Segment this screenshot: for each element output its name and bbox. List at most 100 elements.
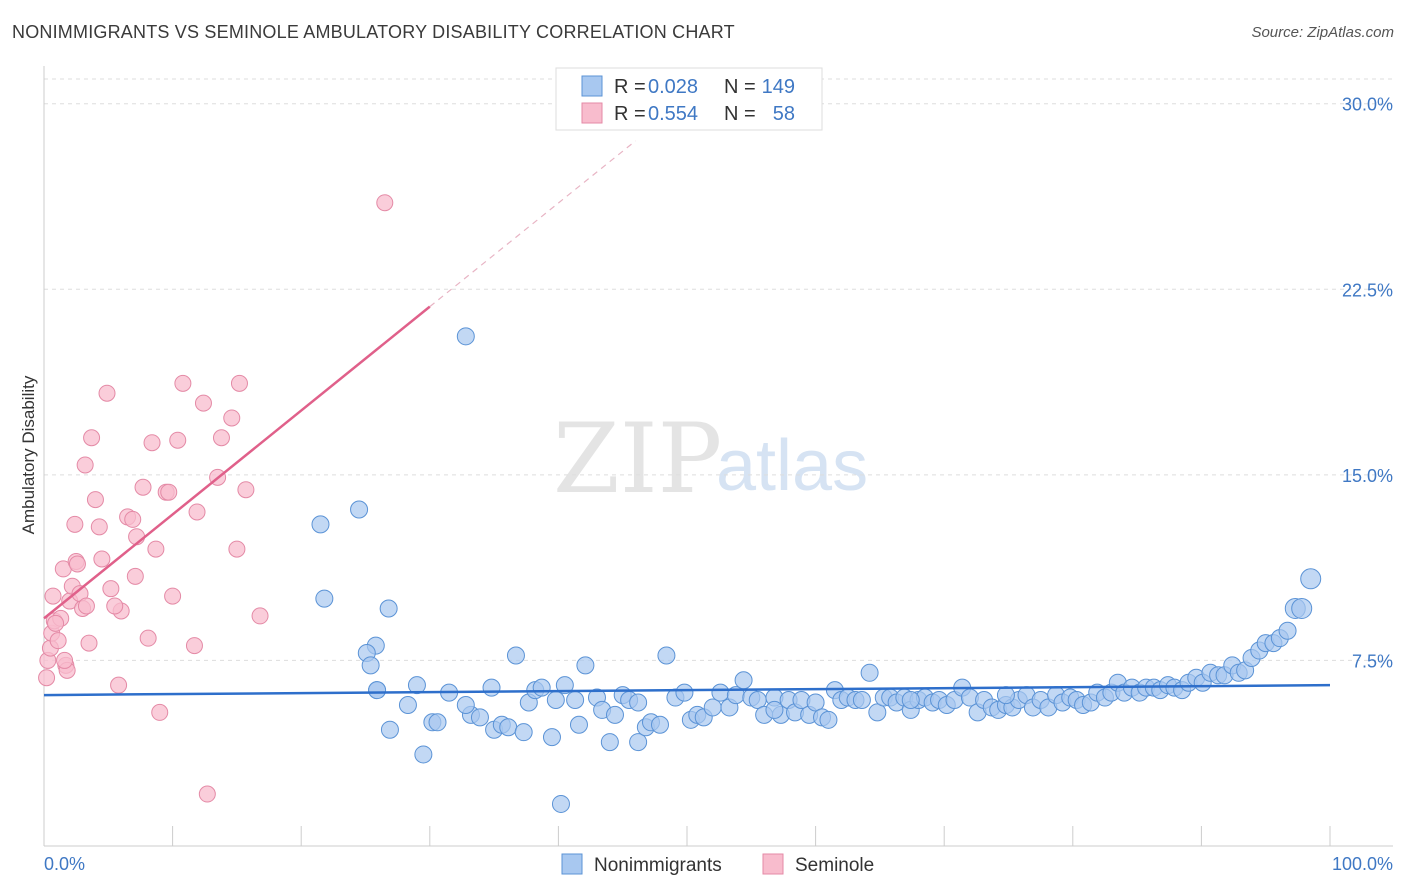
watermark: ZIP atlas bbox=[553, 403, 868, 515]
axes bbox=[43, 66, 1393, 847]
nonimmigrants-point-1 bbox=[350, 500, 369, 519]
nonimmigrants-point-17 bbox=[470, 708, 489, 727]
seminole-point-42 bbox=[194, 394, 212, 412]
trend-line-seminole-extension bbox=[429, 140, 636, 308]
nonimmigrants-point-9 bbox=[398, 695, 417, 714]
seminole-point-30 bbox=[134, 478, 152, 496]
nonimmigrants-point-63 bbox=[806, 693, 825, 712]
bottom-legend-swatch-seminole bbox=[762, 853, 784, 875]
nonimmigrants-point-8 bbox=[380, 720, 399, 739]
seminole-point-41 bbox=[188, 503, 206, 521]
nonimmigrants-point-25 bbox=[532, 678, 551, 697]
nonimmigrants-point-71 bbox=[860, 663, 879, 682]
nonimmigrants-point-0 bbox=[311, 515, 330, 534]
y-axis-title: Ambulatory Disability bbox=[19, 375, 38, 534]
watermark-zip: ZIP bbox=[553, 403, 722, 515]
trend-line-nonimmigrants bbox=[43, 683, 1331, 697]
seminole-point-56 bbox=[106, 597, 124, 615]
nonimmigrants-point-42 bbox=[650, 715, 669, 734]
legend-r-label-2: R = bbox=[614, 103, 646, 125]
y-tick-label-1: 15.0% bbox=[1342, 466, 1393, 486]
legend-n-label-1: N = bbox=[724, 76, 756, 98]
nonimmigrants-point-18 bbox=[482, 678, 501, 697]
x-tick-label-max: 100.0% bbox=[1332, 854, 1393, 874]
nonimmigrants-point-26 bbox=[542, 728, 561, 747]
nonimmigrants-point-39 bbox=[629, 733, 648, 752]
source-label: Source: ZipAtlas.com bbox=[1251, 24, 1394, 41]
bottom-legend-label-seminole: Seminole bbox=[795, 855, 874, 876]
seminole-point-25 bbox=[110, 676, 128, 694]
seminole-point-39 bbox=[174, 374, 192, 392]
nonimmigrants-point-133 bbox=[1300, 568, 1322, 590]
seminole-point-51 bbox=[376, 194, 394, 212]
seminole-point-45 bbox=[212, 429, 230, 447]
legend-r-label-1: R = bbox=[614, 76, 646, 98]
seminole-point-52 bbox=[47, 614, 65, 632]
seminole-point-22 bbox=[93, 550, 111, 568]
legend-swatch-seminole bbox=[581, 102, 603, 124]
seminole-point-53 bbox=[56, 651, 74, 669]
seminole-point-21 bbox=[90, 518, 108, 536]
seminole-point-46 bbox=[223, 409, 241, 427]
nonimmigrants-point-28 bbox=[551, 794, 570, 813]
nonimmigrants-point-22 bbox=[506, 646, 525, 665]
seminole-point-55 bbox=[77, 597, 95, 615]
nonimmigrants-points bbox=[311, 327, 1322, 813]
grid bbox=[44, 78, 1393, 661]
nonimmigrants-point-13 bbox=[428, 713, 447, 732]
trend-lines bbox=[43, 140, 1331, 697]
nonimmigrants-point-45 bbox=[675, 683, 694, 702]
nonimmigrants-point-11 bbox=[414, 745, 433, 764]
seminole-point-6 bbox=[49, 632, 67, 650]
nonimmigrants-point-49 bbox=[703, 698, 722, 717]
seminole-point-31 bbox=[139, 629, 157, 647]
seminole-point-24 bbox=[102, 580, 120, 598]
legend-top: R = 0.028 N = 149 R = 0.554 N = 58 bbox=[555, 67, 823, 131]
nonimmigrants-point-72 bbox=[868, 703, 887, 722]
nonimmigrants-point-2 bbox=[315, 589, 334, 608]
y-tick-label-2: 22.5% bbox=[1342, 280, 1393, 300]
seminole-point-49 bbox=[237, 481, 255, 499]
nonimmigrants-point-130 bbox=[1278, 621, 1297, 640]
legend-n-value-2: 58 bbox=[773, 103, 795, 125]
legend-bottom: Nonimmigrants Seminole bbox=[561, 853, 874, 876]
nonimmigrants-point-21 bbox=[499, 718, 518, 737]
nonimmigrants-point-132 bbox=[1291, 597, 1313, 619]
nonimmigrants-point-140 bbox=[996, 686, 1015, 705]
seminole-point-19 bbox=[83, 429, 101, 447]
nonimmigrants-point-70 bbox=[852, 691, 871, 710]
nonimmigrants-point-30 bbox=[566, 691, 585, 710]
nonimmigrants-point-139 bbox=[901, 691, 920, 710]
nonimmigrants-point-65 bbox=[819, 710, 838, 729]
legend-r-value-2: 0.554 bbox=[648, 103, 698, 125]
bottom-legend-swatch-nonimmigrants bbox=[561, 853, 583, 875]
nonimmigrants-point-31 bbox=[569, 715, 588, 734]
seminole-point-40 bbox=[185, 637, 203, 655]
seminole-point-0 bbox=[38, 669, 56, 687]
nonimmigrants-point-134 bbox=[368, 681, 387, 700]
nonimmigrants-point-10 bbox=[407, 676, 426, 695]
seminole-point-38 bbox=[169, 431, 187, 449]
bottom-legend-label-nonimmigrants: Nonimmigrants bbox=[594, 855, 722, 876]
nonimmigrants-point-135 bbox=[456, 695, 475, 714]
seminole-point-47 bbox=[228, 540, 246, 558]
seminole-point-48 bbox=[230, 374, 248, 392]
seminole-point-34 bbox=[151, 703, 169, 721]
nonimmigrants-point-6 bbox=[361, 656, 380, 675]
y-tick-labels: 7.5% 15.0% 22.5% 30.0% bbox=[1342, 95, 1393, 672]
nonimmigrants-point-138 bbox=[765, 700, 784, 719]
nonimmigrants-point-50 bbox=[711, 683, 730, 702]
x-tick-labels: 0.0% 100.0% bbox=[44, 854, 1393, 874]
legend-n-value-1: 149 bbox=[762, 76, 795, 98]
seminole-point-17 bbox=[76, 456, 94, 474]
chart-title: NONIMMIGRANTS VS SEMINOLE AMBULATORY DIS… bbox=[12, 22, 735, 42]
nonimmigrants-point-35 bbox=[600, 733, 619, 752]
seminole-points bbox=[38, 194, 394, 803]
seminole-point-28 bbox=[124, 510, 142, 528]
nonimmigrants-point-43 bbox=[657, 646, 676, 665]
watermark-atlas: atlas bbox=[716, 426, 868, 506]
seminole-point-36 bbox=[160, 483, 178, 501]
nonimmigrants-point-36 bbox=[605, 705, 624, 724]
trend-line-seminole bbox=[43, 305, 431, 620]
